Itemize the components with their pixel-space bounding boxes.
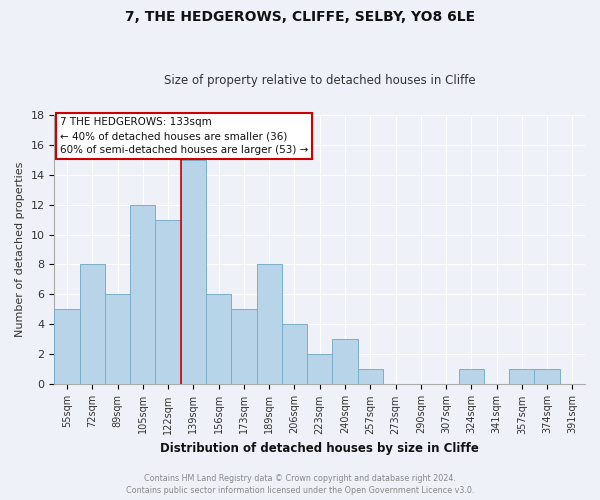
Title: Size of property relative to detached houses in Cliffe: Size of property relative to detached ho… — [164, 74, 476, 87]
Bar — [257, 264, 282, 384]
Bar — [130, 204, 155, 384]
Bar — [535, 370, 560, 384]
Bar — [80, 264, 105, 384]
Bar — [105, 294, 130, 384]
Text: 7 THE HEDGEROWS: 133sqm
← 40% of detached houses are smaller (36)
60% of semi-de: 7 THE HEDGEROWS: 133sqm ← 40% of detache… — [60, 118, 308, 156]
Bar — [206, 294, 231, 384]
Bar — [509, 370, 535, 384]
Bar — [55, 310, 80, 384]
Bar — [231, 310, 257, 384]
Bar — [155, 220, 181, 384]
Bar — [358, 370, 383, 384]
Bar — [307, 354, 332, 384]
Bar — [332, 340, 358, 384]
X-axis label: Distribution of detached houses by size in Cliffe: Distribution of detached houses by size … — [160, 442, 479, 455]
Bar — [282, 324, 307, 384]
Text: Contains HM Land Registry data © Crown copyright and database right 2024.
Contai: Contains HM Land Registry data © Crown c… — [126, 474, 474, 495]
Bar — [181, 160, 206, 384]
Y-axis label: Number of detached properties: Number of detached properties — [15, 162, 25, 337]
Bar — [458, 370, 484, 384]
Text: 7, THE HEDGEROWS, CLIFFE, SELBY, YO8 6LE: 7, THE HEDGEROWS, CLIFFE, SELBY, YO8 6LE — [125, 10, 475, 24]
